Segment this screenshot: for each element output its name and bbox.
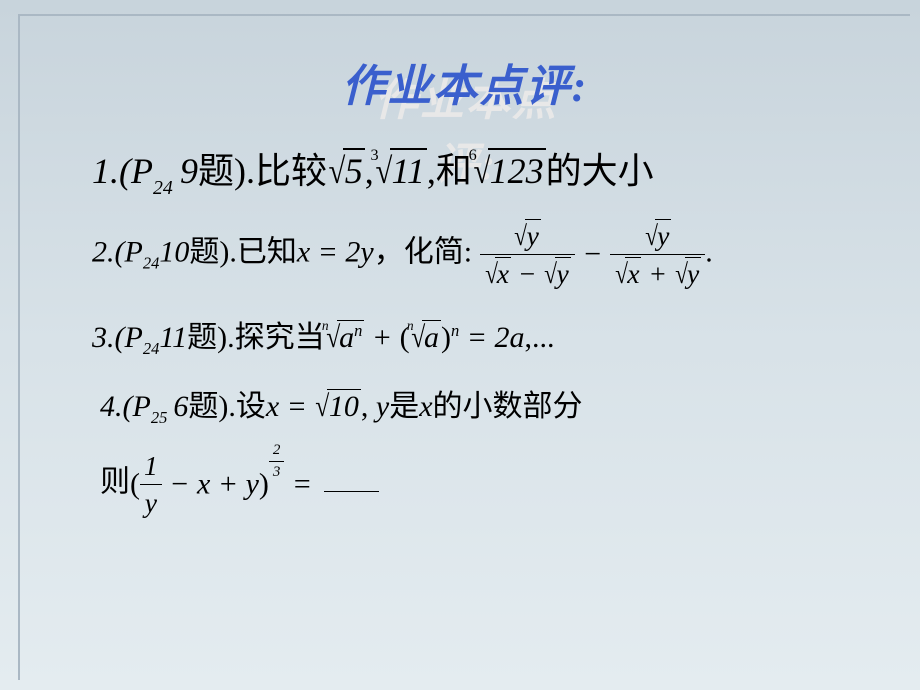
p5-eq: = (292, 468, 312, 501)
p1-t1: 比较 (255, 151, 327, 191)
p3-P: P (125, 321, 143, 354)
p5-exp: 23 (269, 442, 285, 481)
p4-qno: 6 (173, 390, 188, 423)
p2-page-sub: 24 (143, 254, 160, 273)
p1-rad3: 6√123 (472, 148, 546, 192)
p3-rp: ) (441, 321, 451, 354)
p1-t2: 和 (436, 151, 472, 191)
slide-title: 作业本点评: (20, 50, 910, 114)
p3-eq: = 2a (467, 321, 525, 354)
p5-frac: 1y (140, 450, 162, 519)
problem-3: 3.(P2411题).探究当n√an + (n√a)n = 2a,... (92, 312, 838, 359)
p1-num: 1.( (92, 151, 131, 191)
p4-yvar: y (376, 390, 389, 423)
p4-t2: 是 (389, 390, 419, 423)
p4-t1: 设 (236, 390, 266, 423)
p3-tail: ,... (525, 321, 555, 354)
p4-page-sub: 25 (151, 408, 168, 427)
p2-num: 2.( (92, 236, 125, 269)
problem-1: 1.(P249题).比较√5,3√11,和6√123的大小 (92, 142, 838, 197)
p1-rad2: 3√11 (374, 148, 427, 192)
p3-rad1: n√an (325, 320, 365, 355)
p3-t1: 探究当 (235, 321, 325, 354)
p3-qno: 11 (159, 321, 187, 354)
p3-outer-exp: n (451, 321, 459, 340)
p4-P: P (133, 390, 151, 423)
p4-qlabel: 题). (188, 390, 236, 423)
p5-lp: ( (130, 468, 140, 501)
p4-num: 4.( (100, 390, 133, 423)
problems-container: 1.(P249题).比较√5,3√11,和6√123的大小 2.(P2410题)… (92, 142, 838, 519)
p3-num: 3.( (92, 321, 125, 354)
p1-P: P (131, 151, 153, 191)
p2-qlabel: 题). (189, 236, 237, 269)
p1-qlabel: 题). (198, 151, 255, 191)
p1-t3: 的大小 (546, 151, 654, 191)
p2-period: . (705, 236, 713, 269)
p5-rp: ) (259, 468, 269, 501)
problem-4: 4.(P25 6题).设x = √10, y是x的小数部分 (100, 381, 838, 428)
p1-rad1: √5 (327, 148, 365, 192)
p4-comma: , (361, 390, 369, 423)
p2-P: P (125, 236, 143, 269)
p1-sep2: , (427, 151, 436, 191)
p5-blank (324, 488, 379, 492)
p3-plus: + (372, 321, 392, 354)
title-text: 作业本点评: (342, 62, 589, 111)
p1-page-sub: 24 (153, 177, 173, 199)
p3-qlabel: 题). (187, 321, 235, 354)
p4-xeq: x = (266, 390, 307, 423)
p2-t2: ，化简: (374, 236, 472, 269)
problem-4-line2: 则(1y − x + y)23 = (100, 450, 838, 519)
p2-eq: x = 2y (297, 236, 374, 269)
p1-qno: 9 (180, 151, 198, 191)
problem-2: 2.(P2410题).已知x = 2y，化简: √y √x − √y − √y … (92, 219, 838, 290)
p2-minus: − (582, 238, 602, 271)
p5-t1: 则 (100, 466, 130, 499)
p2-t1: 已知 (237, 236, 297, 269)
p2-frac1: √y √x − √y (480, 219, 575, 290)
p4-t3: 的小数部分 (433, 390, 583, 423)
p5-mid: − x + y (169, 468, 259, 501)
p2-qno: 10 (159, 236, 189, 269)
p3-page-sub: 24 (143, 339, 160, 358)
p2-frac2: √y √x + √y (610, 219, 705, 290)
p4-xvar: x (419, 390, 432, 423)
p4-rad: √10 (314, 389, 360, 424)
p3-rad2: n√a (410, 320, 441, 355)
